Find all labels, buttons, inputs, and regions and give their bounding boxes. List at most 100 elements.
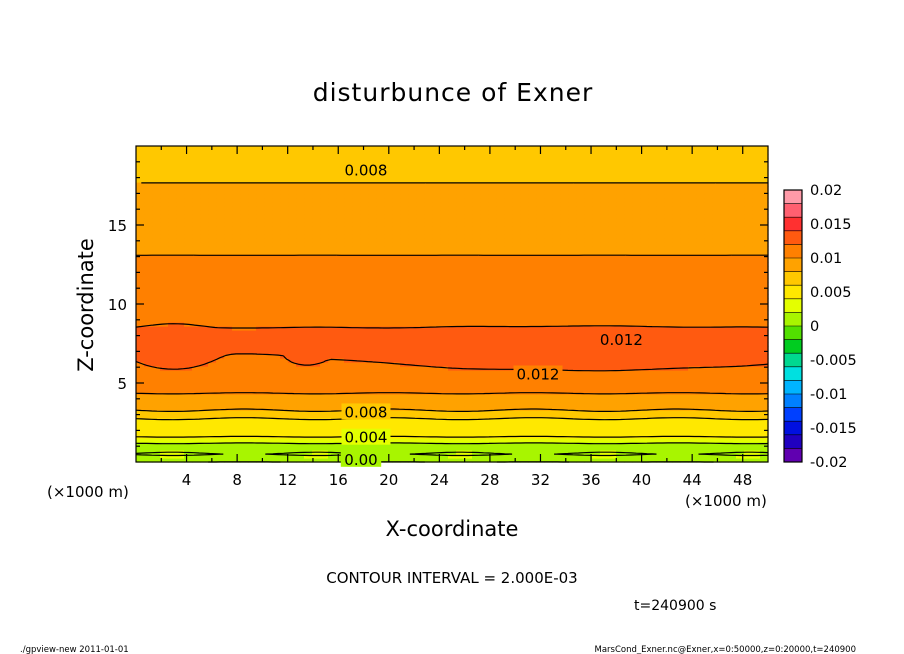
contour-band-cell [760, 406, 769, 411]
contour-band-cell [160, 278, 169, 283]
contour-band-cell [432, 210, 441, 215]
contour-band-cell [376, 230, 385, 235]
contour-band-cell [432, 458, 441, 463]
contour-band-cell [712, 290, 721, 295]
contour-band-cell [408, 286, 417, 291]
contour-band-cell [464, 390, 473, 395]
contour-band-cell [504, 302, 513, 307]
contour-band-cell [224, 246, 233, 251]
contour-band-cell [504, 262, 513, 267]
contour-band-cell [400, 290, 409, 295]
contour-band-cell [272, 438, 281, 443]
contour-band-cell [344, 346, 353, 351]
contour-band-cell [536, 438, 545, 443]
contour-band-cell [616, 258, 625, 263]
contour-band-cell [536, 270, 545, 275]
contour-band-cell [216, 222, 225, 227]
contour-band-cell [504, 402, 513, 407]
contour-band-cell [400, 410, 409, 415]
contour-band-cell [416, 238, 425, 243]
contour-band-cell [688, 326, 697, 331]
contour-band-cell [192, 214, 201, 219]
contour-band-cell [456, 426, 465, 431]
contour-band-cell [544, 246, 553, 251]
contour-band-cell [528, 214, 537, 219]
contour-band-cell [616, 210, 625, 215]
contour-band-cell [744, 398, 753, 403]
contour-band-cell [400, 446, 409, 451]
contour-band-cell [304, 342, 313, 347]
contour-band-cell [544, 226, 553, 231]
contour-band-cell [312, 286, 321, 291]
contour-band-cell [544, 234, 553, 239]
contour-band-cell [720, 254, 729, 259]
contour-band-cell [544, 250, 553, 255]
contour-band-cell [144, 394, 153, 399]
contour-band-cell [280, 382, 289, 387]
contour-band-cell [160, 238, 169, 243]
contour-band-cell [224, 442, 233, 447]
contour-band-cell [216, 414, 225, 419]
contour-band-cell [456, 386, 465, 391]
contour-band-cell [264, 254, 273, 259]
contour-band-cell [280, 270, 289, 275]
contour-band-cell [344, 222, 353, 227]
contour-band-cell [240, 314, 249, 319]
contour-band-cell [608, 274, 617, 279]
contour-band-cell [632, 262, 641, 267]
contour-band-cell [720, 458, 729, 463]
contour-band-cell [656, 446, 665, 451]
contour-band-cell [304, 246, 313, 251]
contour-band-cell [520, 298, 529, 303]
contour-band-cell [392, 366, 401, 371]
contour-band-cell [536, 346, 545, 351]
contour-band-cell [648, 326, 657, 331]
contour-band-cell [360, 378, 369, 383]
contour-band-cell [432, 350, 441, 355]
contour-band-cell [456, 214, 465, 219]
contour-band-cell [568, 218, 577, 223]
contour-band-cell [664, 330, 673, 335]
contour-band-cell [520, 250, 529, 255]
contour-band-cell [432, 402, 441, 407]
contour-band-cell [728, 326, 737, 331]
contour-band-cell [728, 222, 737, 227]
contour-band-cell [752, 326, 761, 331]
contour-band-cell [424, 246, 433, 251]
contour-band-cell [504, 358, 513, 363]
contour-band-cell [696, 334, 705, 339]
contour-band-cell [360, 418, 369, 423]
contour-band-cell [688, 382, 697, 387]
contour-band-cell [432, 438, 441, 443]
contour-band-cell [216, 306, 225, 311]
contour-band-cell [192, 350, 201, 355]
contour-band-cell [192, 422, 201, 427]
contour-band-cell [744, 294, 753, 299]
contour-band-cell [576, 330, 585, 335]
contour-band-cell [320, 246, 329, 251]
contour-band-cell [136, 438, 145, 443]
contour-band-cell [496, 282, 505, 287]
contour-band-cell [744, 386, 753, 391]
contour-band-cell [672, 254, 681, 259]
contour-band-cell [200, 258, 209, 263]
contour-band-cell [568, 358, 577, 363]
contour-band-cell [600, 278, 609, 283]
contour-band-cell [728, 238, 737, 243]
contour-band-cell [560, 250, 569, 255]
contour-band-cell [736, 326, 745, 331]
contour-band-cell [184, 254, 193, 259]
contour-band-cell [552, 262, 561, 267]
contour-band-cell [504, 398, 513, 403]
contour-band-cell [232, 394, 241, 399]
contour-band-cell [336, 250, 345, 255]
contour-band-cell [344, 426, 353, 431]
contour-band-cell [256, 310, 265, 315]
contour-band-cell [600, 398, 609, 403]
contour-band-cell [464, 434, 473, 439]
contour-band-cell [360, 426, 369, 431]
contour-band-cell [496, 414, 505, 419]
contour-band-cell [744, 406, 753, 411]
contour-band-cell [280, 302, 289, 307]
contour-band-cell [736, 458, 745, 463]
